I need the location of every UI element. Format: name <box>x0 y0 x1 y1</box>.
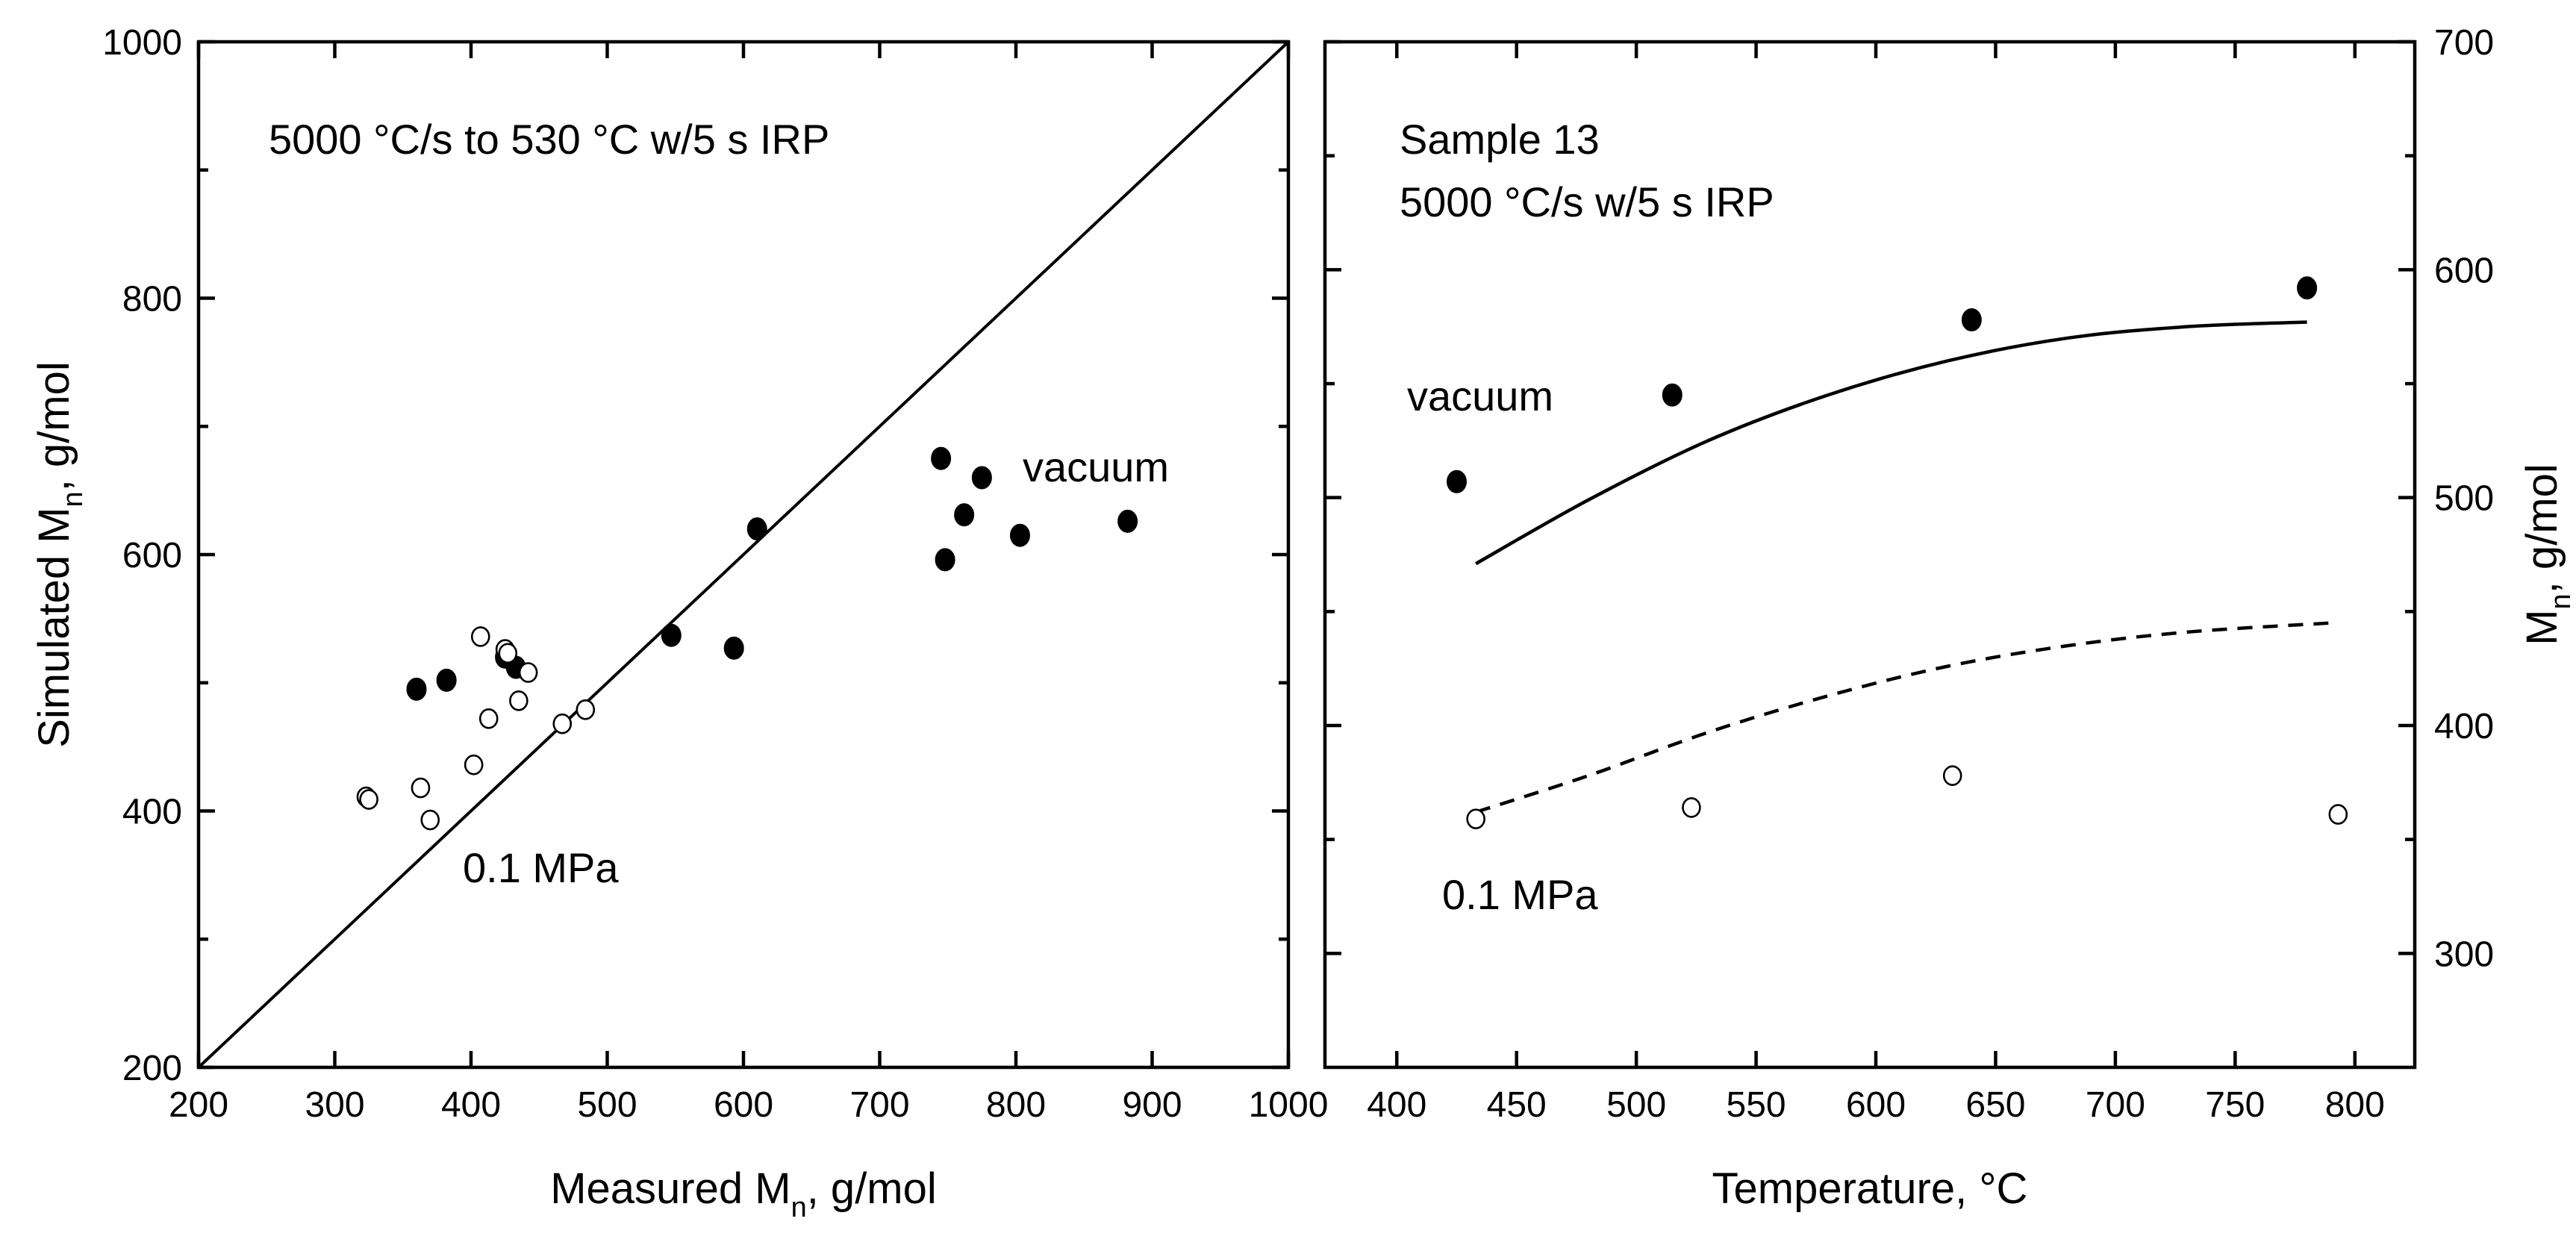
left-vacuum-point <box>931 446 952 470</box>
left-pressure-point <box>509 690 528 711</box>
left-vacuum-point <box>1009 523 1030 547</box>
right-vacuum-point <box>2297 276 2318 300</box>
right-y-axis-label: Mn, g/mol <box>2518 464 2576 646</box>
left-vacuum-point <box>406 677 427 701</box>
right-vacuum-point <box>1662 383 1682 407</box>
left-pressure-point <box>478 708 499 729</box>
left-x-axis-label-tail: , g/mol <box>807 1164 937 1213</box>
right-x-tick-label: 750 <box>2205 1085 2265 1125</box>
left-x-tick-label: 700 <box>849 1085 909 1125</box>
right-y-tick-label: 700 <box>2434 23 2494 63</box>
left-y-axis-label-main: Simulated M <box>30 507 78 747</box>
right-chart-panel: 400 450 500 550 600 650 700 750 800 300 400 500 600 7… <box>1323 23 2576 1213</box>
left-vacuum-point <box>1117 509 1138 533</box>
left-vacuum-point <box>935 548 955 572</box>
left-x-tick-label: 400 <box>441 1085 501 1125</box>
right-y-tick-label: 600 <box>2434 251 2494 290</box>
right-x-tick-label: 450 <box>1487 1085 1547 1125</box>
left-x-tick-label: 1000 <box>1249 1085 1329 1125</box>
left-pressure-point <box>420 809 440 831</box>
right-y-tick-label: 300 <box>2434 934 2494 974</box>
left-pressure-point <box>576 699 596 720</box>
right-pressure-point <box>1682 797 1701 818</box>
right-pressure-point <box>1466 808 1485 829</box>
left-x-tick-label: 900 <box>1122 1085 1182 1125</box>
right-x-axis-label: Temperature, °C <box>1712 1164 2028 1213</box>
right-lines <box>1475 320 2331 814</box>
left-pressure-point <box>498 643 518 664</box>
right-y-tick-label: 500 <box>2434 479 2494 519</box>
right-y-axis-label-main: M <box>2518 609 2566 645</box>
left-x-axis-label-main: Measured M <box>550 1164 790 1213</box>
left-vacuum-point <box>436 668 457 692</box>
left-vacuum-point <box>661 623 682 647</box>
right-pressure-annotation: 0.1 MPa <box>1442 871 1598 918</box>
left-pressure-annotation: 0.1 MPa <box>463 844 619 891</box>
left-x-tick-label: 600 <box>714 1085 773 1125</box>
left-x-tick-label: 300 <box>305 1085 364 1125</box>
right-x-tick-label: 800 <box>2325 1085 2385 1125</box>
right-sample-annotation: Sample 13 <box>1400 116 1600 163</box>
left-x-tick-label: 800 <box>986 1085 1046 1125</box>
left-vacuum-point <box>954 503 975 527</box>
right-pressure-point <box>1942 765 1962 786</box>
right-condition-annotation: 5000 °C/s w/5 s IRP <box>1400 178 1774 225</box>
left-vacuum-point <box>723 636 744 660</box>
left-y-tick-label: 400 <box>122 793 182 832</box>
right-plot-frame <box>1323 40 2417 1070</box>
right-vacuum-point <box>1961 308 1982 332</box>
right-points <box>1446 276 2348 829</box>
right-x-tick-label: 700 <box>2086 1085 2145 1125</box>
left-y-axis-label: Simulated Mn, g/mol <box>30 361 89 748</box>
right-x-tick-label: 600 <box>1846 1085 1906 1125</box>
right-pressure-point <box>2328 804 2348 825</box>
right-pressure-model-curve <box>1475 621 2331 814</box>
right-ticks: 400 450 500 550 600 650 700 750 800 300 400 500 600 7… <box>1325 23 2494 1125</box>
left-condition-annotation: 5000 °C/s to 530 °C w/5 s IRP <box>269 116 829 163</box>
left-ticks: 200 300 400 500 600 700 800 900 1000 200 400 600 800… <box>102 23 1328 1125</box>
left-pressure-point <box>552 713 573 734</box>
right-y-tick-label: 400 <box>2434 707 2494 746</box>
left-y-tick-label: 600 <box>122 536 182 575</box>
right-x-tick-label: 500 <box>1606 1085 1666 1125</box>
right-y-axis-label-tail: , g/mol <box>2518 464 2566 593</box>
left-x-axis-label-subscript: n <box>791 1192 807 1223</box>
left-vacuum-point <box>971 466 992 490</box>
left-parity-line <box>197 40 1290 1069</box>
left-points <box>356 446 1138 831</box>
right-x-tick-label: 650 <box>1965 1085 2025 1125</box>
right-vacuum-point <box>1446 469 1467 493</box>
left-y-tick-label: 1000 <box>102 23 182 63</box>
left-y-tick-label: 800 <box>122 280 182 319</box>
right-x-tick-label: 550 <box>1727 1085 1786 1125</box>
left-vacuum-point <box>746 517 767 541</box>
left-pressure-point <box>518 662 538 683</box>
right-vacuum-model-curve <box>1475 320 2307 566</box>
left-x-tick-label: 500 <box>577 1085 637 1125</box>
right-y-axis-label-subscript: n <box>2545 593 2576 609</box>
left-lines <box>197 40 1290 1069</box>
left-x-axis-label: Measured Mn, g/mol <box>550 1164 937 1223</box>
left-pressure-point <box>411 777 431 799</box>
left-vacuum-annotation: vacuum <box>1023 443 1169 490</box>
left-pressure-point <box>359 789 378 810</box>
left-y-tick-label: 200 <box>122 1049 182 1088</box>
left-x-tick-label: 200 <box>169 1085 228 1125</box>
right-x-tick-label: 400 <box>1367 1085 1426 1125</box>
left-chart-panel: 200 300 400 500 600 700 800 900 1000 200 400 600 800… <box>30 23 1328 1223</box>
left-y-axis-label-tail: , g/mol <box>30 361 78 491</box>
right-vacuum-annotation: vacuum <box>1407 372 1553 419</box>
left-y-axis-label-subscript: n <box>57 491 89 507</box>
left-pressure-point <box>470 626 490 647</box>
left-pressure-point <box>464 754 484 776</box>
